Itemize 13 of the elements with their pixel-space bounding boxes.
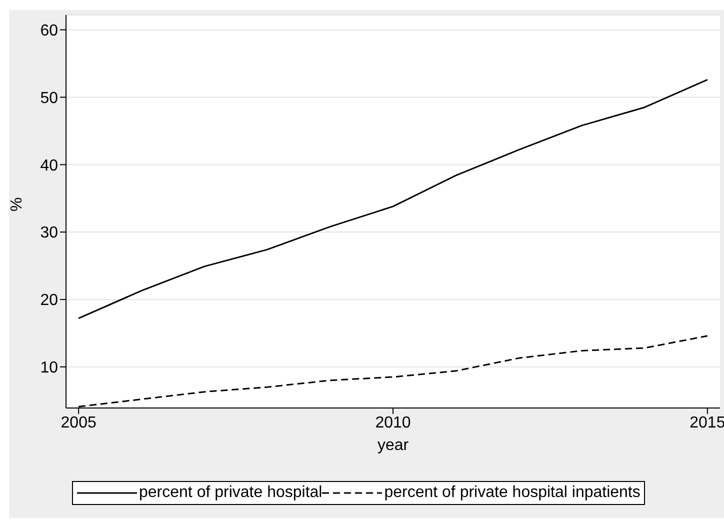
y-tick-label: 20 bbox=[40, 292, 58, 310]
y-tick-label: 60 bbox=[40, 22, 58, 40]
y-tick-label: 30 bbox=[40, 224, 58, 242]
line-series bbox=[78, 78, 708, 320]
x-tick-label: 2010 bbox=[375, 414, 411, 432]
y-tick-label: 50 bbox=[40, 90, 58, 107]
legend-label: percent of private hospital bbox=[139, 484, 322, 502]
y-axis-title: % bbox=[8, 197, 26, 212]
legend-label: percent of private hospital inpatients bbox=[384, 484, 640, 502]
y-tick-label: 40 bbox=[40, 157, 58, 174]
x-tick-label: 2005 bbox=[60, 414, 96, 432]
x-axis-title: year bbox=[377, 437, 410, 454]
y-tick-label: 10 bbox=[40, 360, 58, 377]
